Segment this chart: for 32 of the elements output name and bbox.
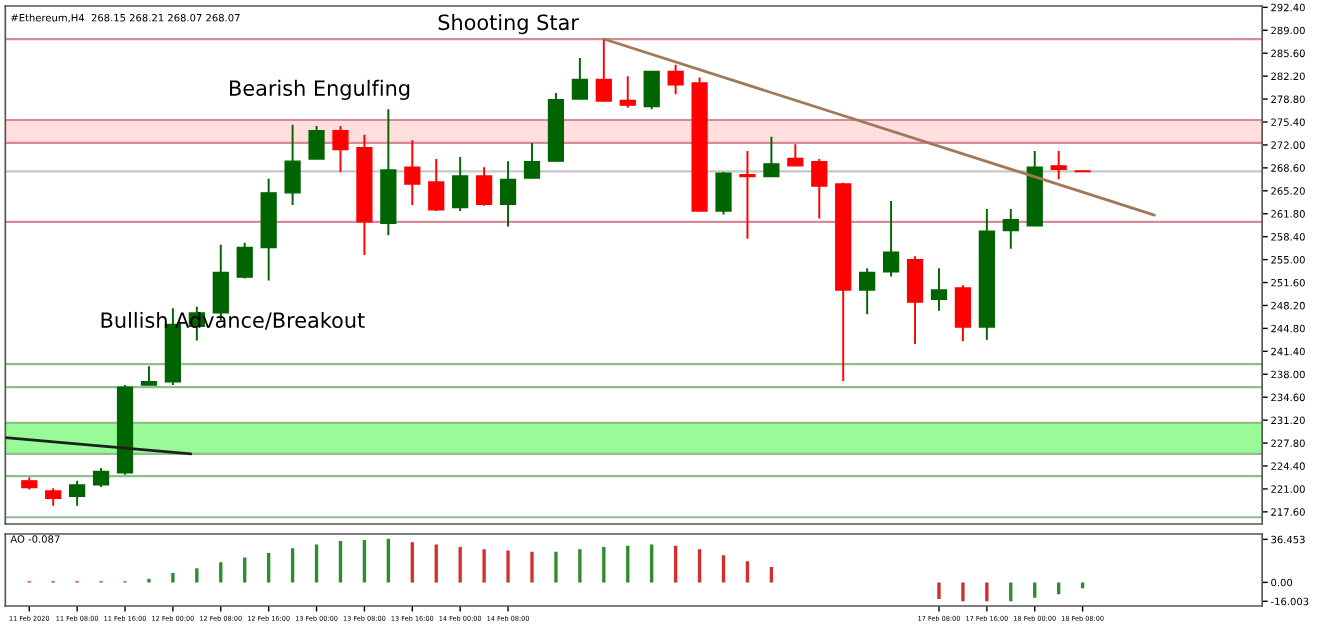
candlestick xyxy=(428,158,445,213)
candlestick xyxy=(523,141,541,179)
candlestick xyxy=(571,56,588,101)
candlestick xyxy=(882,199,900,278)
candlestick xyxy=(906,255,924,345)
candlestick xyxy=(787,143,804,167)
candlestick xyxy=(476,166,493,207)
candlestick xyxy=(643,70,660,111)
candlestick xyxy=(859,267,876,316)
annotation: Bearish Engulfing xyxy=(230,79,410,100)
candlestick xyxy=(1002,208,1019,250)
candlestick xyxy=(69,479,86,507)
candlestick xyxy=(452,156,469,213)
candlestick xyxy=(715,170,732,216)
candlestick xyxy=(332,125,349,173)
candlestick xyxy=(930,267,948,312)
candlestick xyxy=(92,467,110,488)
candlestick xyxy=(308,125,325,161)
candlestick xyxy=(140,365,158,387)
candlestick xyxy=(236,241,253,280)
candlestick xyxy=(739,150,756,240)
candlestick xyxy=(1050,150,1067,181)
annotation: Shooting Star xyxy=(438,14,579,35)
candlestick xyxy=(667,63,684,96)
candlestick xyxy=(619,75,636,109)
candlestick xyxy=(763,135,780,178)
candlestick xyxy=(284,123,301,206)
candlestick xyxy=(595,38,612,103)
candlestick xyxy=(404,139,421,206)
candlestick xyxy=(499,160,517,228)
candlestick xyxy=(811,158,828,220)
candlestick xyxy=(954,284,972,343)
